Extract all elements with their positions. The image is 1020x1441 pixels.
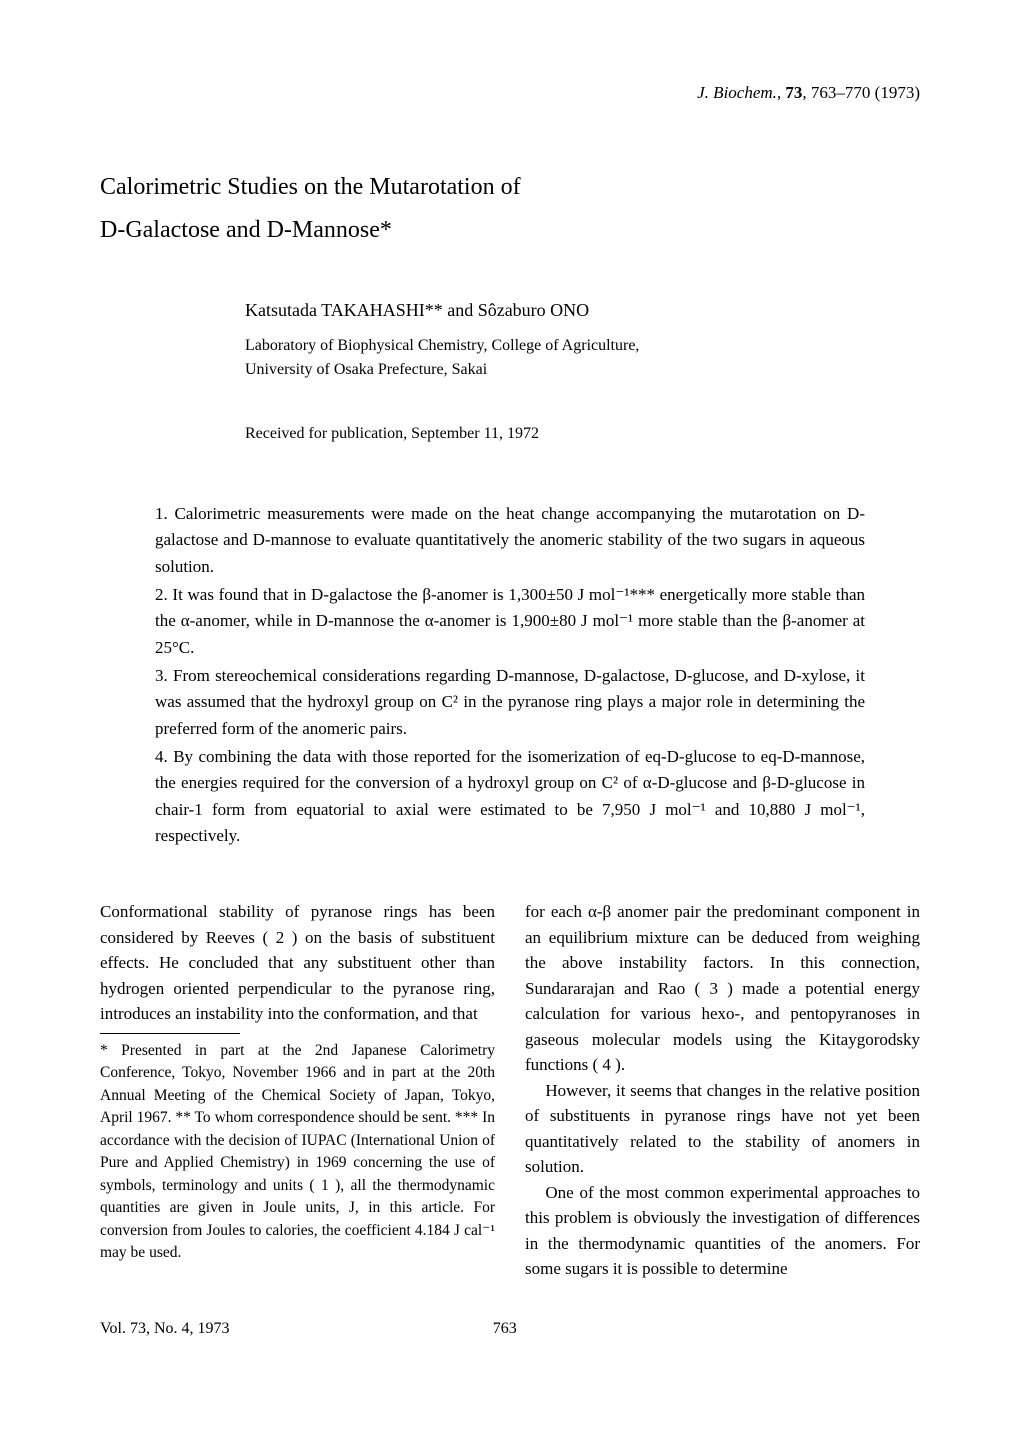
affiliation-line-2: University of Osaka Prefecture, Sakai	[245, 361, 487, 378]
abstract-item-1: 1. Calorimetric measurements were made o…	[155, 501, 865, 580]
journal-pages: 763–770	[811, 83, 871, 102]
authors: Katsutada TAKAHASHI** and Sôzaburo ONO	[245, 297, 920, 324]
body-columns: Conformational stability of pyranose rin…	[100, 899, 920, 1282]
journal-reference: J. Biochem., 73, 763–770 (1973)	[100, 80, 920, 106]
journal-year: (1973)	[875, 83, 920, 102]
received-date: Received for publication, September 11, …	[245, 422, 920, 446]
body-left-p1: Conformational stability of pyranose rin…	[100, 899, 495, 1027]
body-right-p2: However, it seems that changes in the re…	[525, 1078, 920, 1180]
journal-name: J. Biochem.	[697, 83, 777, 102]
article-title: Calorimetric Studies on the Mutarotation…	[100, 166, 920, 252]
affiliation: Laboratory of Biophysical Chemistry, Col…	[245, 334, 920, 382]
right-column: for each α-β anomer pair the predominant…	[525, 899, 920, 1282]
footnote: * Presented in part at the 2nd Japanese …	[100, 1040, 495, 1265]
title-line-2: D-Galactose and D-Mannose*	[100, 209, 920, 252]
body-right-p3: One of the most common experimental appr…	[525, 1180, 920, 1282]
footer-page-number: 763	[230, 1317, 781, 1341]
body-right-p1: for each α-β anomer pair the predominant…	[525, 899, 920, 1078]
left-column: Conformational stability of pyranose rin…	[100, 899, 495, 1282]
abstract-item-3: 3. From stereochemical considerations re…	[155, 663, 865, 742]
authors-block: Katsutada TAKAHASHI** and Sôzaburo ONO L…	[245, 297, 920, 382]
footer-spacer	[780, 1317, 920, 1341]
title-line-1: Calorimetric Studies on the Mutarotation…	[100, 166, 920, 209]
footer-volume-info: Vol. 73, No. 4, 1973	[100, 1317, 230, 1341]
journal-volume: 73	[785, 83, 802, 102]
footnote-separator	[100, 1033, 240, 1034]
abstract-item-4: 4. By combining the data with those repo…	[155, 744, 865, 849]
abstract: 1. Calorimetric measurements were made o…	[155, 501, 865, 849]
abstract-item-2: 2. It was found that in D-galactose the …	[155, 582, 865, 661]
affiliation-line-1: Laboratory of Biophysical Chemistry, Col…	[245, 337, 639, 354]
page-footer: Vol. 73, No. 4, 1973 763	[100, 1317, 920, 1341]
